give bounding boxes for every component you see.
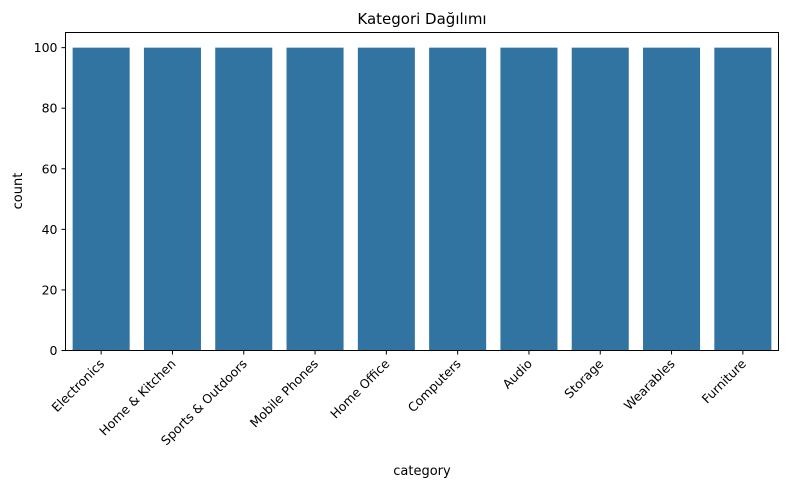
x-tick-label-6: Audio xyxy=(499,356,535,392)
y-tick-label-5: 100 xyxy=(34,40,58,55)
y-tick-label-0: 0 xyxy=(50,343,58,358)
x-tick-label-3: Mobile Phones xyxy=(247,356,321,430)
y-tick-label-1: 20 xyxy=(42,282,58,297)
x-tick-label-1: Home & Kitchen xyxy=(96,356,178,438)
bar-1 xyxy=(143,47,201,351)
bar-2 xyxy=(215,47,273,351)
x-tick-label-9: Furniture xyxy=(699,356,750,407)
bar-9 xyxy=(714,47,772,351)
x-tick-label-0: Electronics xyxy=(48,356,107,415)
y-tick-label-3: 60 xyxy=(42,161,58,176)
x-tick-label-5: Computers xyxy=(405,356,464,415)
bar-5 xyxy=(429,47,487,351)
bar-4 xyxy=(357,47,415,351)
bar-6 xyxy=(500,47,558,351)
y-tick-label-2: 40 xyxy=(42,222,58,237)
y-tick-label-4: 80 xyxy=(42,101,58,116)
x-tick-label-4: Home Office xyxy=(327,356,393,422)
bars-group xyxy=(72,47,772,351)
x-tick-label-8: Wearables xyxy=(621,356,678,413)
y-axis: 0 20 40 60 80 100 xyxy=(34,40,66,358)
bar-0 xyxy=(72,47,130,351)
bar-3 xyxy=(286,47,344,351)
x-axis-label: category xyxy=(393,464,451,479)
chart-title: Kategori Dağılımı xyxy=(357,10,486,28)
y-axis-label: count xyxy=(11,173,26,210)
x-tick-label-7: Storage xyxy=(561,356,606,401)
bar-7 xyxy=(571,47,629,351)
plot-frame xyxy=(65,32,779,351)
bar-8 xyxy=(643,47,701,351)
